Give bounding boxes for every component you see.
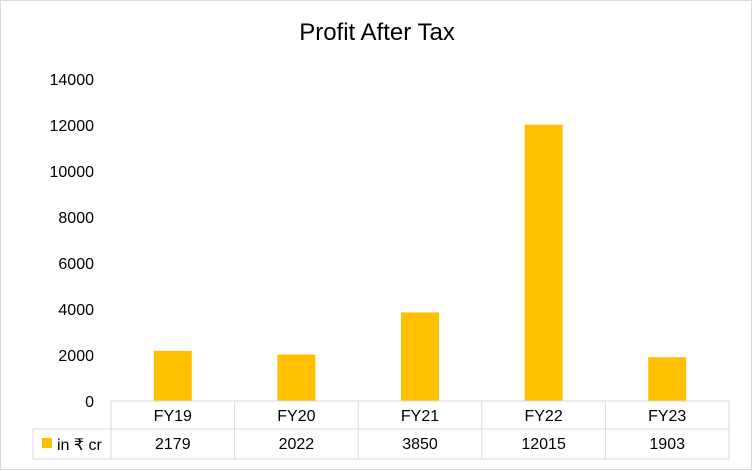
y-tick-label: 4000: [58, 302, 94, 319]
chart-title: Profit After Tax: [299, 19, 455, 46]
bars: [153, 124, 687, 401]
y-tick-label: 14000: [50, 72, 95, 89]
table-value: 12015: [521, 436, 566, 453]
y-tick-label: 0: [85, 394, 94, 411]
data-table: FY19 FY20 FY21 FY22 FY23 in ₹ cr 2179 2022 3850 1…: [32, 400, 730, 460]
category-label: FY23: [648, 408, 686, 425]
bar-fy23: [648, 357, 687, 401]
table-value: 1903: [649, 436, 685, 453]
category-label: FY22: [524, 408, 562, 425]
legend-swatch: [42, 438, 52, 448]
table-value: 2179: [155, 436, 191, 453]
bar-fy19: [153, 350, 192, 401]
bar-fy21: [401, 312, 439, 401]
table-value: 2022: [279, 436, 315, 453]
legend-label: in ₹ cr: [57, 437, 103, 454]
y-tick-label: 10000: [50, 164, 95, 181]
y-tick-label: 8000: [58, 210, 94, 227]
y-tick-label: 6000: [58, 256, 94, 273]
bar-fy20: [277, 354, 316, 401]
y-axis-ticks: 0 2000 4000 6000 8000 10000 12000 14000: [50, 72, 95, 411]
category-label: FY21: [401, 408, 439, 425]
y-tick-label: 12000: [50, 118, 95, 135]
table-value: 3850: [402, 436, 438, 453]
category-label: FY19: [154, 408, 192, 425]
category-label: FY20: [277, 408, 315, 425]
bar-fy22: [524, 124, 563, 401]
y-tick-label: 2000: [58, 348, 94, 365]
